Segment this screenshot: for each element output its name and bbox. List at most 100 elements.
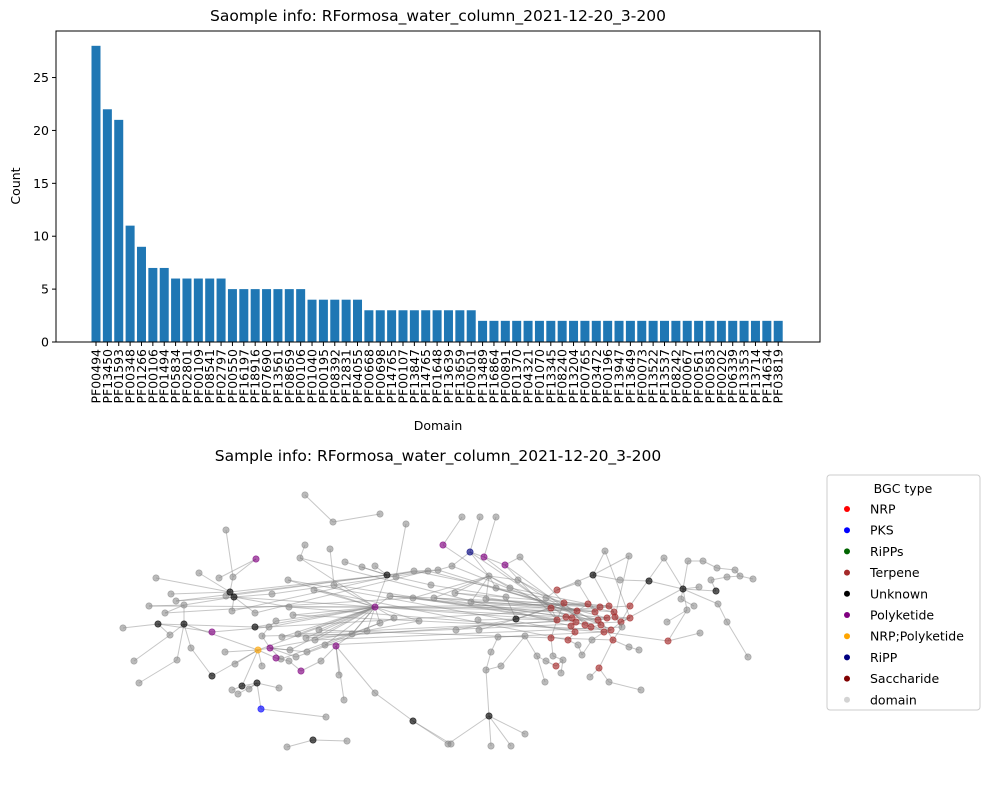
network-edge [335, 645, 340, 676]
x-tick-label: PF07690 [259, 349, 274, 404]
network-node [574, 579, 582, 587]
network-node [383, 571, 391, 579]
network-edge [225, 529, 234, 578]
network-node [309, 736, 317, 744]
x-tick-label: PF13947 [612, 349, 627, 404]
x-tick-label: PF00202 [714, 349, 729, 404]
network-edge [483, 516, 497, 558]
x-tick-label: PF00583 [702, 349, 717, 404]
x-tick-label: PF00073 [634, 349, 649, 404]
bar [557, 320, 567, 342]
network-node [371, 689, 379, 697]
network-edge [497, 635, 526, 638]
network-node [130, 657, 138, 665]
network-node [714, 600, 722, 608]
network-node [265, 623, 273, 631]
bar [637, 320, 647, 342]
network-edge [176, 623, 185, 661]
network-edge [211, 626, 270, 633]
network-node [663, 618, 671, 626]
legend-frame [826, 474, 981, 711]
network-node [501, 561, 509, 569]
network-node [533, 652, 541, 660]
network-node [485, 712, 493, 720]
bar [239, 289, 249, 342]
network-node [254, 646, 262, 654]
network-edge [469, 551, 490, 577]
x-tick-label: PF01266 [134, 349, 149, 404]
network-edge [271, 569, 439, 595]
network-edge [451, 551, 471, 567]
x-tick-label: PF00348 [123, 349, 138, 404]
network-node [180, 620, 188, 628]
legend-items: NRP PKS RiPPs Terpene Unknown Polyketide NRP;P… [844, 502, 964, 707]
network-node [690, 602, 698, 610]
network-node [475, 626, 483, 634]
network-node [553, 616, 561, 624]
legend-label: Polyketide [870, 608, 934, 623]
bar [694, 320, 704, 342]
network-node [283, 743, 291, 751]
bar [580, 320, 590, 342]
network-node [552, 662, 560, 670]
network-node [547, 604, 555, 612]
network-edge [469, 516, 481, 553]
network-node [167, 590, 175, 598]
network-edge [318, 606, 376, 631]
legend-label: RiPP [870, 650, 898, 665]
bar [387, 310, 397, 342]
network-edge [556, 582, 579, 591]
y-tick-label: 0 [41, 335, 49, 350]
network-edge [667, 632, 701, 642]
network-node [371, 562, 379, 570]
x-tick-label: PF13450 [100, 349, 115, 404]
network-edge [517, 579, 547, 599]
network-node [444, 740, 452, 748]
bar [682, 320, 692, 342]
network-node [485, 572, 493, 580]
x-tick-label: PF00106 [145, 349, 160, 404]
legend: BGC type NRP PKS RiPPs Terpene Unknown Polyke… [826, 474, 981, 711]
y-tick-label: 10 [33, 229, 49, 244]
network-edge [292, 606, 376, 616]
network-node [684, 557, 692, 565]
network-edge [495, 587, 578, 612]
network-node [677, 595, 685, 603]
network-edge [133, 634, 171, 662]
x-tick-label: PF01040 [305, 349, 320, 404]
bar [375, 310, 385, 342]
network-node [476, 513, 484, 521]
network-edge [281, 621, 622, 638]
network-node [572, 618, 580, 626]
network-node [607, 626, 615, 634]
network-edge [682, 560, 689, 590]
network-node [284, 576, 292, 584]
network-node [229, 573, 237, 581]
network-node [707, 576, 715, 584]
network-edge [268, 605, 631, 628]
network-edge [313, 589, 376, 608]
network-node [230, 593, 238, 601]
bar-chart-title: Saomple info: RFormosa_water_column_2021… [210, 7, 666, 26]
network-edge [412, 575, 490, 599]
network-edge [524, 635, 538, 657]
network-edge [233, 596, 290, 608]
network-node [596, 603, 604, 611]
legend-marker [844, 696, 850, 703]
network-node [494, 633, 502, 641]
bar [205, 278, 215, 342]
network-node [567, 622, 575, 630]
network-node [330, 581, 338, 589]
network-node [699, 557, 707, 565]
network-edge [389, 595, 414, 599]
network-node [135, 679, 143, 687]
network-node [564, 636, 572, 644]
network-edge [374, 603, 589, 608]
legend-marker [844, 527, 850, 534]
network-edge [667, 609, 688, 642]
network-edge [614, 555, 630, 618]
network-node [228, 686, 236, 694]
network-edge [592, 550, 606, 576]
bar [762, 320, 772, 342]
